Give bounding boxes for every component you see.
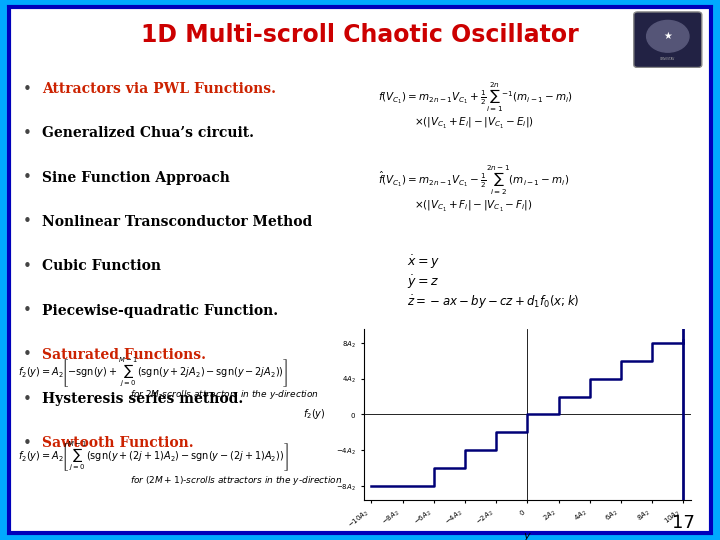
Text: 1D Multi-scroll Chaotic Oscillator: 1D Multi-scroll Chaotic Oscillator	[141, 23, 579, 47]
Text: Piecewise-quadratic Function.: Piecewise-quadratic Function.	[42, 303, 278, 318]
Text: $\dot{x} = y$: $\dot{x} = y$	[407, 253, 439, 271]
FancyBboxPatch shape	[634, 12, 702, 68]
Text: Sine Function Approach: Sine Function Approach	[42, 171, 230, 185]
Y-axis label: $f_2(y)$: $f_2(y)$	[303, 408, 325, 421]
Text: $\dot{z} = -ax - by - cz + d_1 f_0(x; k)$: $\dot{z} = -ax - by - cz + d_1 f_0(x; k)…	[407, 294, 580, 311]
Text: •: •	[23, 436, 32, 451]
Text: •: •	[23, 392, 32, 407]
Text: for $(2M+1)$-scrolls attractors in the $y$-direction: for $(2M+1)$-scrolls attractors in the $…	[130, 474, 342, 487]
Text: Attractors via PWL Functions.: Attractors via PWL Functions.	[42, 82, 276, 96]
Text: •: •	[23, 126, 32, 141]
Text: $f_2(y) = A_2\!\left[-\mathrm{sgn}(y)+\sum_{j=0}^{M-1}(\mathrm{sgn}(y+2jA_2)-\ma: $f_2(y) = A_2\!\left[-\mathrm{sgn}(y)+\s…	[18, 356, 288, 389]
Text: Cubic Function: Cubic Function	[42, 259, 161, 273]
Text: $f(V_{C_1}) = m_{2n-1}V_{C_1} + \frac{1}{2}\sum_{i=1}^{2n}{}^{-1}(m_{i-1} - m_i): $f(V_{C_1}) = m_{2n-1}V_{C_1} + \frac{1}…	[378, 80, 573, 114]
Text: Saturated Functions.: Saturated Functions.	[42, 348, 206, 362]
Text: ★: ★	[663, 31, 672, 42]
Text: 17: 17	[672, 514, 695, 532]
Text: •: •	[23, 259, 32, 274]
Text: Sawtooth Function.: Sawtooth Function.	[42, 436, 194, 450]
X-axis label: $y$: $y$	[523, 530, 532, 540]
Text: •: •	[23, 170, 32, 185]
Text: Generalized Chua’s circuit.: Generalized Chua’s circuit.	[42, 126, 253, 140]
Text: •: •	[23, 82, 32, 97]
Text: •: •	[23, 303, 32, 318]
Text: $\times(|V_{C_1} + F_i| - |V_{C_1} - F_i|)$: $\times(|V_{C_1} + F_i| - |V_{C_1} - F_i…	[414, 199, 532, 214]
Text: •: •	[23, 214, 32, 230]
Circle shape	[647, 21, 689, 52]
Text: $f_2(y) = A_2\!\left[\sum_{j=0}^{M-1}(\mathrm{sgn}(y+(2j+1)A_2)-\mathrm{sgn}(y-(: $f_2(y) = A_2\!\left[\sum_{j=0}^{M-1}(\m…	[18, 440, 289, 473]
Text: •: •	[23, 347, 32, 362]
Text: $\dot{y} = z$: $\dot{y} = z$	[407, 273, 438, 291]
Text: $\hat{f}(V_{C_1}) = m_{2n-1}V_{C_1} - \frac{1}{2}\sum_{i=2}^{2n-1}(m_{i-1} - m_i: $\hat{f}(V_{C_1}) = m_{2n-1}V_{C_1} - \f…	[378, 164, 570, 198]
Text: for $2M$-scrolls attractors in the $y$-direction: for $2M$-scrolls attractors in the $y$-d…	[130, 388, 318, 401]
Text: Nonlinear Transconductor Method: Nonlinear Transconductor Method	[42, 215, 312, 229]
Text: Hysteresis series method.: Hysteresis series method.	[42, 392, 243, 406]
Text: CINVESTAV: CINVESTAV	[660, 57, 675, 61]
Text: $\times(|V_{C_1} + E_i| - |V_{C_1} - E_i|)$: $\times(|V_{C_1} + E_i| - |V_{C_1} - E_i…	[414, 116, 534, 131]
